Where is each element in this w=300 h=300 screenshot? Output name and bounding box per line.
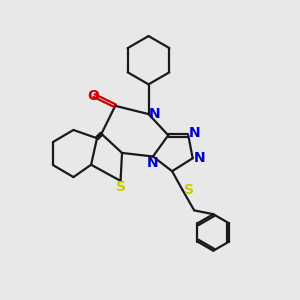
Text: N: N (189, 126, 201, 140)
Text: N: N (149, 107, 161, 121)
Text: S: S (184, 183, 194, 197)
Text: O: O (88, 88, 99, 103)
Text: N: N (147, 156, 159, 170)
Text: S: S (116, 180, 126, 194)
Text: N: N (194, 151, 205, 165)
